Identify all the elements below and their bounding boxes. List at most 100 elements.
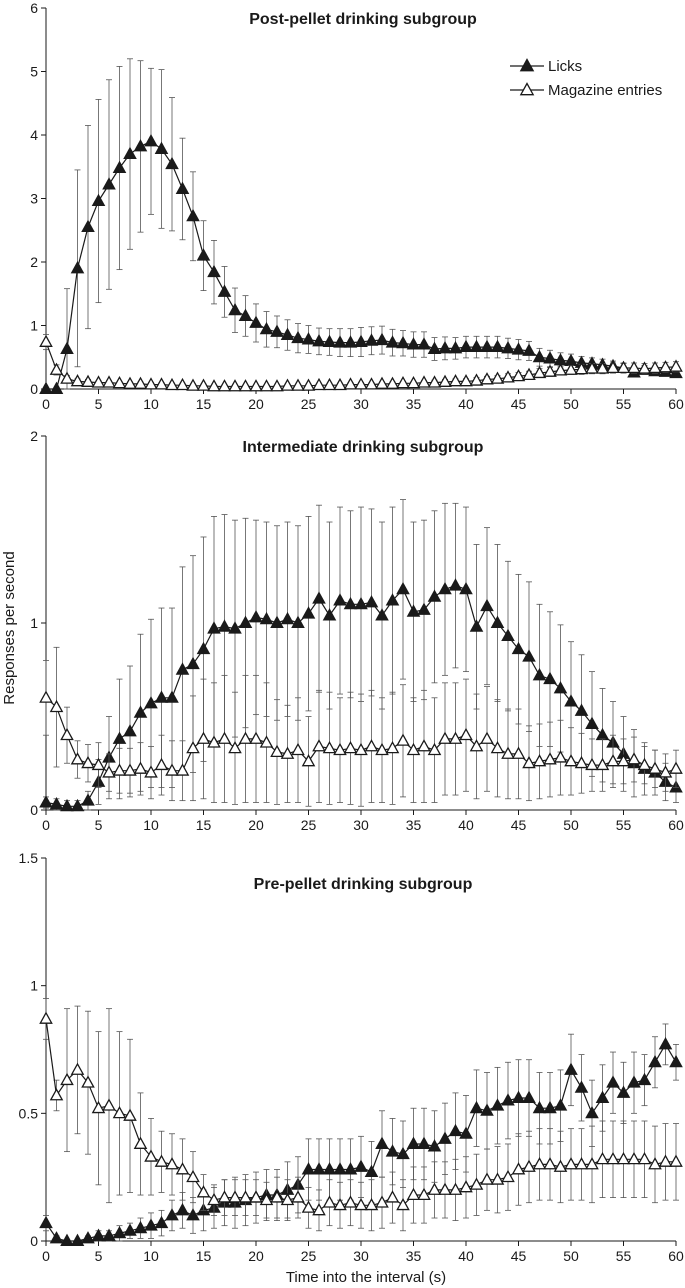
data-point-magazine bbox=[312, 739, 326, 752]
data-point-magazine bbox=[511, 1162, 526, 1175]
data-point-licks bbox=[60, 341, 74, 354]
data-point-licks bbox=[417, 337, 431, 350]
data-point-licks bbox=[648, 1054, 662, 1068]
data-point-licks bbox=[480, 598, 494, 612]
data-point-licks bbox=[511, 641, 526, 655]
data-point-magazine bbox=[501, 370, 515, 383]
data-point-licks bbox=[501, 1093, 515, 1106]
data-point-licks bbox=[543, 1100, 557, 1114]
data-point-magazine bbox=[438, 1182, 452, 1195]
x-tick-label: 35 bbox=[406, 1248, 422, 1264]
data-point-magazine bbox=[112, 1105, 127, 1119]
data-point-licks bbox=[532, 349, 547, 363]
data-point-licks bbox=[91, 1228, 106, 1241]
data-point-licks bbox=[81, 219, 95, 233]
x-tick-label: 35 bbox=[406, 396, 422, 412]
data-point-magazine bbox=[186, 1169, 200, 1183]
legend-magazine-marker bbox=[519, 82, 535, 96]
data-point-magazine bbox=[606, 1151, 620, 1165]
x-tick-label: 25 bbox=[301, 817, 317, 833]
data-point-magazine bbox=[427, 375, 442, 388]
x-tick-label: 40 bbox=[458, 817, 474, 833]
data-point-magazine bbox=[669, 359, 683, 372]
data-point-licks bbox=[175, 181, 190, 194]
data-point-magazine bbox=[648, 1157, 662, 1170]
data-point-magazine bbox=[564, 1157, 578, 1170]
data-point-licks bbox=[574, 1080, 589, 1093]
data-point-magazine bbox=[375, 1195, 389, 1208]
data-point-magazine bbox=[532, 365, 547, 379]
data-point-magazine bbox=[585, 361, 599, 374]
data-point-magazine bbox=[175, 1162, 190, 1175]
data-point-magazine bbox=[81, 1075, 95, 1088]
data-point-magazine bbox=[532, 754, 547, 767]
y-tick-label: 1 bbox=[30, 318, 38, 334]
data-point-magazine bbox=[616, 1151, 631, 1165]
y-tick-label: 1 bbox=[30, 978, 38, 994]
data-point-licks bbox=[123, 1223, 137, 1236]
data-point-magazine bbox=[196, 378, 211, 391]
data-point-magazine bbox=[186, 378, 200, 391]
data-point-licks bbox=[522, 1090, 536, 1103]
data-point-magazine bbox=[238, 379, 253, 392]
data-point-licks bbox=[354, 334, 368, 347]
data-point-licks bbox=[49, 1231, 64, 1244]
data-point-magazine bbox=[217, 731, 232, 744]
data-point-licks bbox=[354, 1159, 368, 1172]
series-licks bbox=[39, 499, 683, 812]
data-point-magazine bbox=[595, 361, 610, 374]
data-point-licks bbox=[165, 156, 179, 170]
data-point-licks bbox=[312, 1162, 326, 1175]
data-point-magazine bbox=[322, 1195, 337, 1208]
data-point-magazine bbox=[249, 1190, 263, 1203]
data-point-licks bbox=[564, 1062, 578, 1075]
data-point-licks bbox=[270, 615, 284, 628]
data-point-magazine bbox=[249, 379, 263, 392]
data-point-licks bbox=[585, 1105, 599, 1119]
x-tick-label: 50 bbox=[563, 396, 579, 412]
data-point-licks bbox=[406, 604, 421, 617]
data-point-licks bbox=[280, 611, 295, 625]
data-point-magazine bbox=[291, 742, 305, 756]
x-tick-label: 45 bbox=[511, 817, 527, 833]
data-point-licks bbox=[511, 342, 526, 355]
data-point-magazine bbox=[291, 378, 305, 391]
data-point-magazine bbox=[301, 754, 316, 767]
data-point-licks bbox=[133, 139, 148, 152]
y-tick-label: 0 bbox=[30, 381, 38, 397]
data-point-magazine bbox=[543, 752, 557, 765]
data-point-magazine bbox=[91, 757, 106, 771]
x-tick-label: 30 bbox=[353, 817, 369, 833]
data-point-licks bbox=[595, 1090, 610, 1103]
data-point-licks bbox=[406, 337, 421, 350]
data-point-licks bbox=[501, 341, 515, 354]
data-point-magazine bbox=[469, 373, 484, 386]
data-point-magazine bbox=[270, 1190, 284, 1203]
data-point-licks bbox=[123, 146, 137, 160]
x-tick-label: 10 bbox=[143, 1248, 159, 1264]
data-point-licks bbox=[343, 1162, 358, 1175]
data-point-magazine bbox=[291, 1190, 305, 1203]
data-point-licks bbox=[469, 619, 484, 632]
y-tick-label: 0 bbox=[30, 802, 38, 818]
data-point-licks bbox=[480, 339, 494, 353]
x-tick-label: 15 bbox=[196, 396, 212, 412]
data-point-licks bbox=[144, 1218, 158, 1231]
data-point-magazine bbox=[438, 374, 452, 387]
x-tick-label: 25 bbox=[301, 1248, 317, 1264]
data-point-licks bbox=[532, 668, 547, 681]
data-point-magazine bbox=[469, 1177, 484, 1190]
data-point-licks bbox=[627, 1075, 641, 1088]
data-point-magazine bbox=[448, 374, 463, 387]
chart-title: Pre-pellet drinking subgroup bbox=[254, 876, 473, 893]
data-point-magazine bbox=[196, 731, 211, 744]
data-point-licks bbox=[81, 793, 95, 806]
data-point-magazine bbox=[616, 360, 631, 374]
data-point-licks bbox=[154, 1215, 169, 1229]
data-point-magazine bbox=[606, 360, 620, 374]
data-point-magazine bbox=[49, 1088, 64, 1101]
legend-licks-label: Licks bbox=[548, 58, 582, 75]
data-point-magazine bbox=[669, 761, 683, 774]
